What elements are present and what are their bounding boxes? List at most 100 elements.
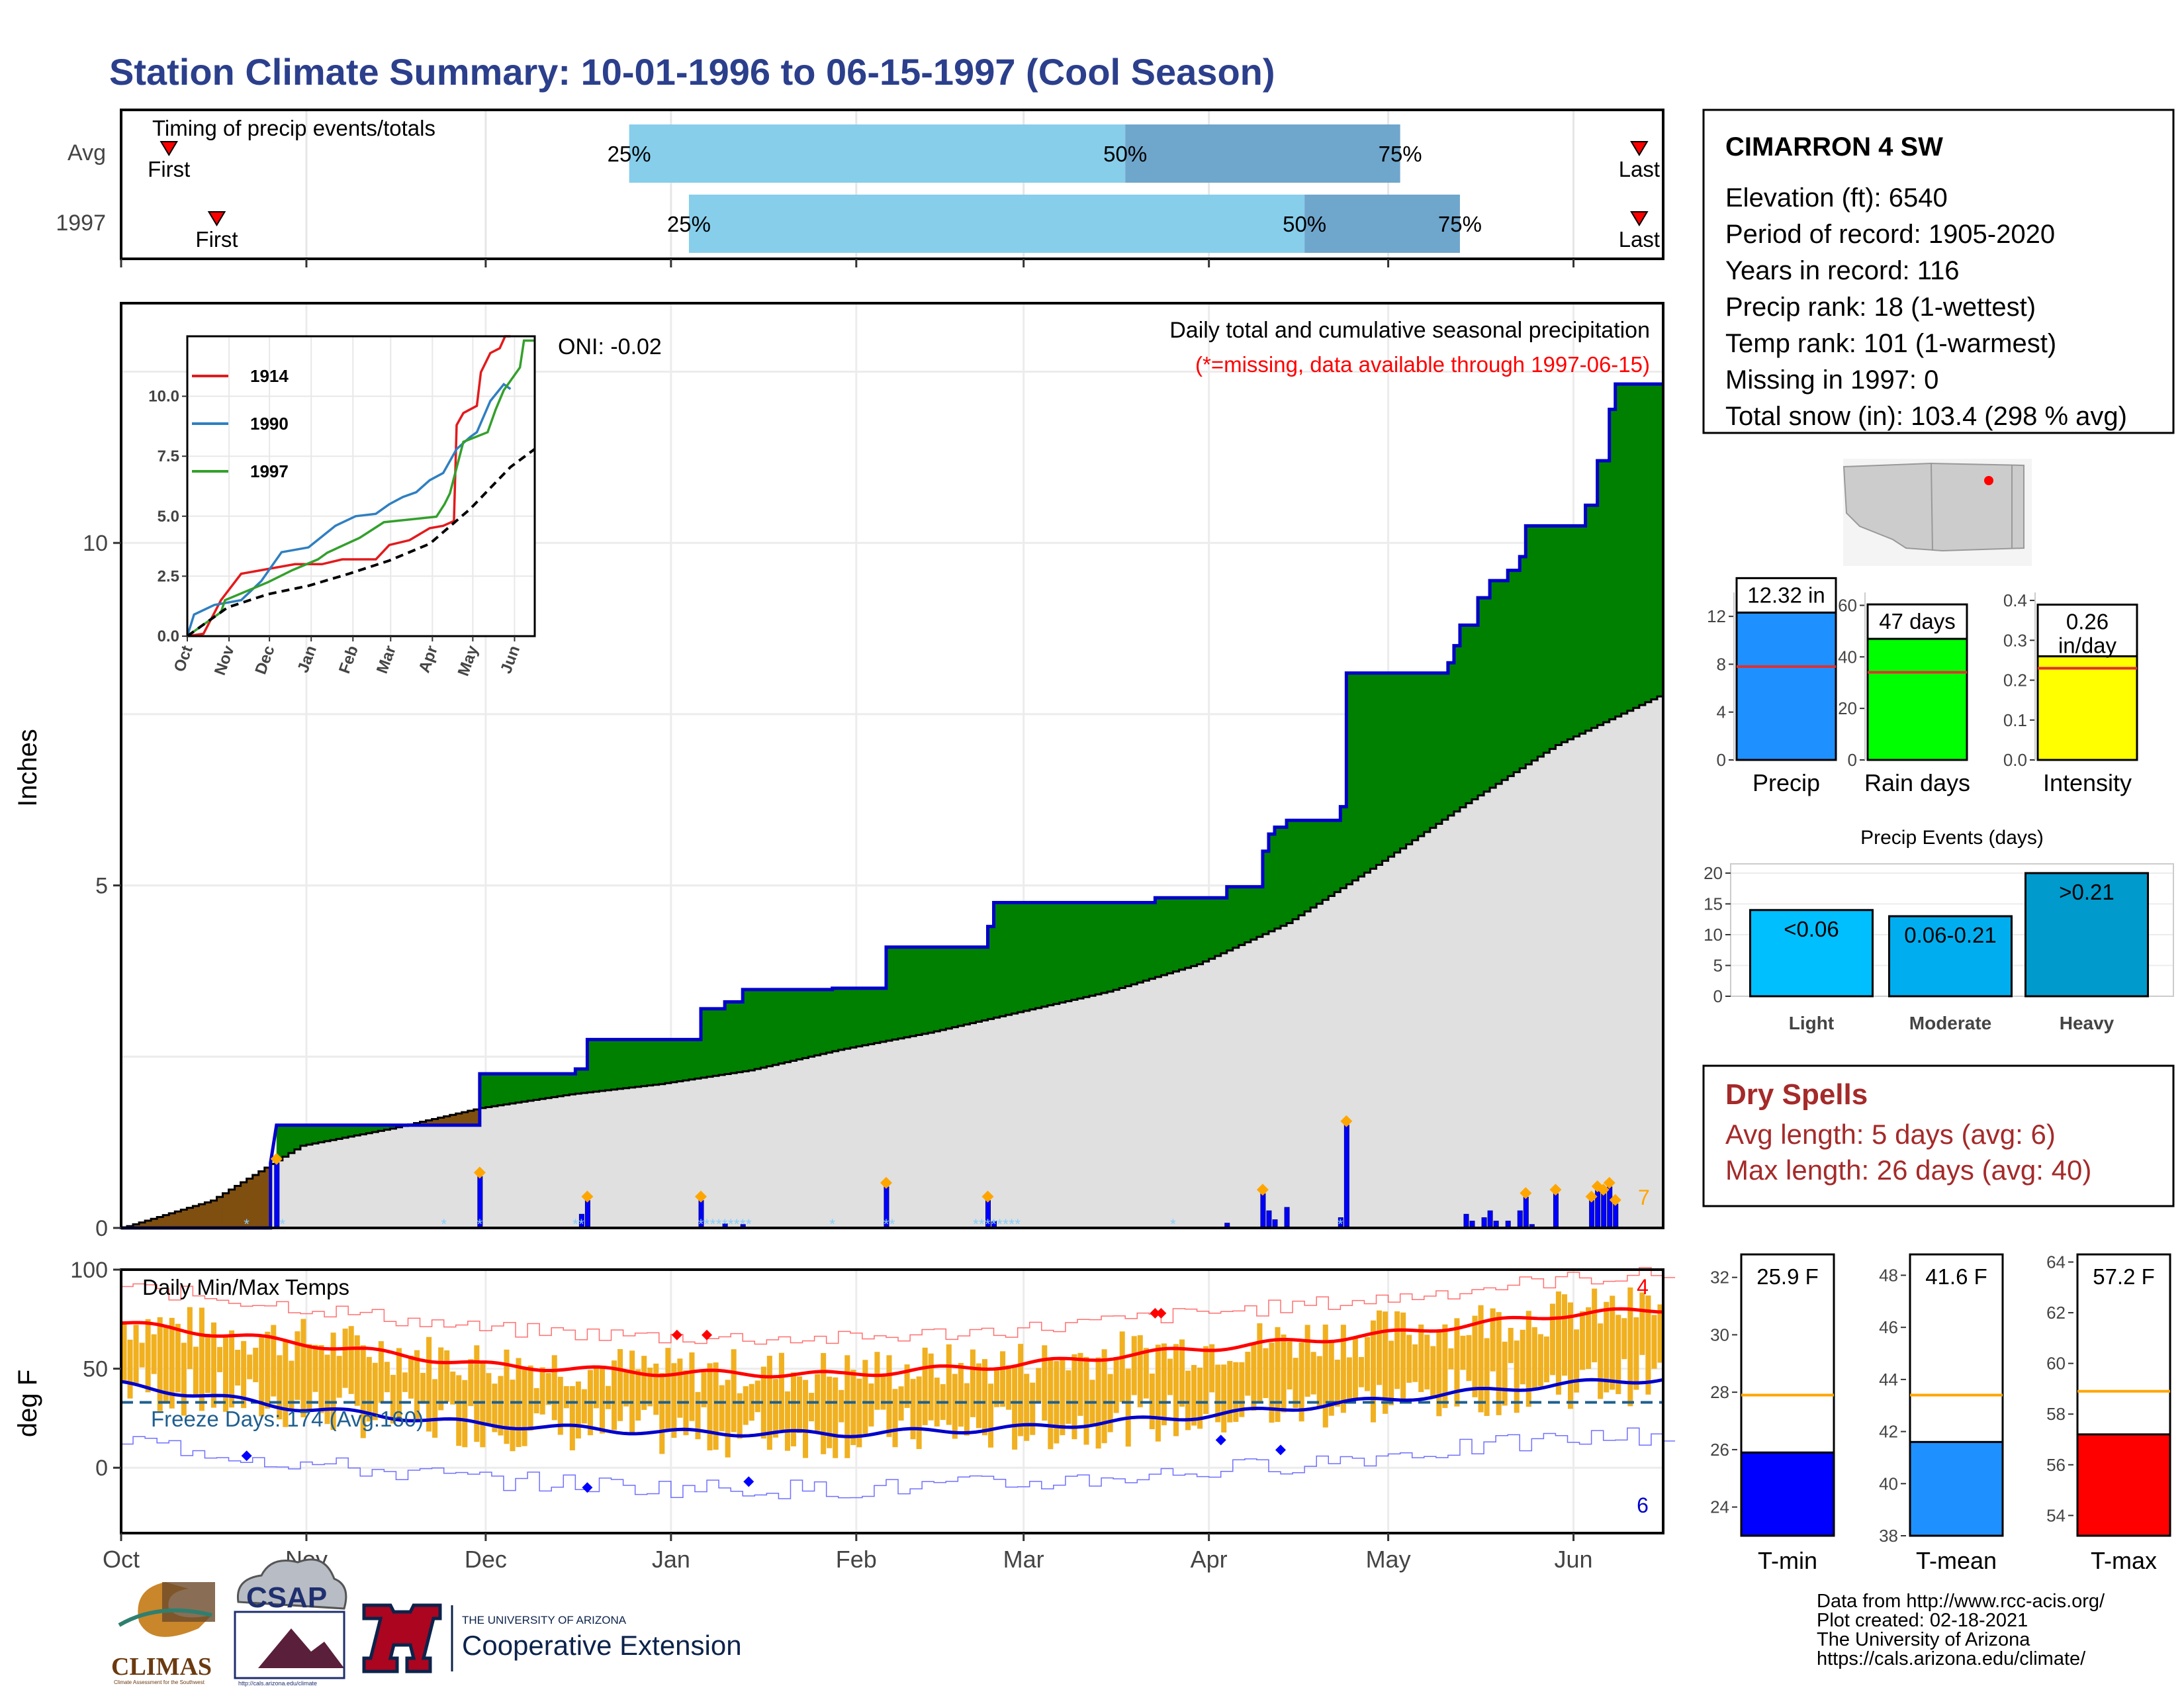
timing-last-marker xyxy=(1630,141,1649,156)
events-y-tick-label: 20 xyxy=(1704,863,1723,883)
daily-temp-bar xyxy=(557,1376,563,1435)
month-x-tick-label: Feb xyxy=(836,1546,877,1573)
deficit-fill xyxy=(473,1109,480,1125)
daily-temp-bar xyxy=(1113,1357,1119,1413)
surplus-fill xyxy=(814,989,821,1056)
events-bar-label: <0.06 xyxy=(1784,917,1839,941)
daily-temp-bar xyxy=(1568,1302,1574,1409)
surplus-fill xyxy=(1465,625,1473,804)
station-precip-rank: Precip rank: 18 (1-wettest) xyxy=(1725,293,2036,322)
surplus-fill xyxy=(1167,898,1174,974)
missing-day-marker: * xyxy=(979,1216,985,1233)
surplus-fill xyxy=(1400,673,1407,849)
page-title: Station Climate Summary: 10-01-1996 to 0… xyxy=(109,51,1275,93)
daily-temp-bar xyxy=(1383,1311,1388,1414)
inset-x-tick-label: Jun xyxy=(497,643,523,676)
daily-temp-bar xyxy=(593,1365,599,1409)
missing-day-marker: * xyxy=(441,1216,447,1233)
daily-temp-bar xyxy=(283,1340,289,1427)
temp-y-tick-label: 100 xyxy=(70,1258,108,1283)
daily-temp-bar xyxy=(342,1329,348,1388)
daily-temp-bar xyxy=(426,1336,432,1432)
dry-spells-title: Dry Spells xyxy=(1725,1078,1868,1111)
deficit-fill xyxy=(205,1202,212,1228)
surplus-fill xyxy=(802,989,809,1058)
deficit-fill xyxy=(199,1204,206,1228)
surplus-fill xyxy=(1591,505,1598,728)
surplus-fill xyxy=(348,1125,355,1137)
daily-temp-bar xyxy=(235,1350,241,1386)
daily-temp-bar xyxy=(121,1321,127,1382)
temp-frame xyxy=(120,1268,1664,1534)
surplus-fill xyxy=(1083,902,1090,998)
surplus-fill xyxy=(593,1039,600,1092)
timing-bar-50-75 xyxy=(1125,124,1400,183)
daily-temp-bar xyxy=(731,1349,737,1432)
daily-temp-bar xyxy=(1430,1346,1436,1399)
heavy-event-marker xyxy=(1340,1115,1353,1127)
surplus-fill xyxy=(318,1125,325,1143)
daily-temp-bar xyxy=(641,1356,647,1410)
station-period: Period of record: 1905-2020 xyxy=(1725,220,2055,249)
deficit-fill xyxy=(139,1222,146,1228)
temp-summary-y-tick-label: 58 xyxy=(2046,1404,2066,1424)
daily-temp-bar xyxy=(1352,1337,1358,1400)
daily-temp-bar xyxy=(1586,1307,1592,1369)
temp-summary-y-tick-label: 30 xyxy=(1710,1325,1729,1344)
summary-y-tick-label: 20 xyxy=(1838,698,1857,718)
surplus-fill xyxy=(1555,526,1563,745)
summary-value-box-intensity xyxy=(2036,603,2138,657)
daily-temp-bar xyxy=(797,1376,803,1433)
footer-url: https://cals.arizona.edu/climate/ xyxy=(1817,1648,2086,1669)
surplus-fill xyxy=(993,902,1001,1018)
daily-temp-bar xyxy=(456,1375,462,1446)
daily-temp-bar xyxy=(987,1383,994,1448)
timing-row-avg-label: Avg xyxy=(68,140,106,165)
inset-y-tick-label: 5.0 xyxy=(158,508,179,526)
daily-temp-bar xyxy=(1610,1295,1615,1390)
surplus-fill xyxy=(1179,898,1186,970)
deficit-fill xyxy=(437,1117,445,1125)
missing-day-marker: * xyxy=(884,1216,889,1233)
temp-summary-y-tick-label: 46 xyxy=(1879,1317,1898,1337)
heavy-event-marker xyxy=(695,1190,707,1203)
daily-temp-bar xyxy=(348,1326,354,1394)
surplus-fill xyxy=(892,947,899,1040)
daily-temp-bar xyxy=(1042,1345,1048,1421)
climas-logo-text: CLIMAS xyxy=(111,1653,212,1681)
daily-temp-bar xyxy=(647,1367,653,1407)
summary-value-label-intensity: 0.26 xyxy=(2066,609,2109,633)
daily-temp-bar xyxy=(1531,1327,1537,1388)
month-x-tick-label: Apr xyxy=(1191,1546,1228,1573)
daily-temp-bar xyxy=(187,1307,193,1370)
deficit-fill xyxy=(426,1120,433,1125)
heavy-event-marker xyxy=(1603,1176,1615,1189)
daily-temp-bar xyxy=(833,1377,839,1458)
daily-temp-bar xyxy=(1478,1305,1484,1413)
daily-temp-bar xyxy=(330,1333,336,1430)
daily-temp-bar xyxy=(306,1344,312,1409)
heavy-event-marker xyxy=(1520,1187,1532,1199)
deficit-fill xyxy=(467,1111,475,1125)
daily-temp-bar xyxy=(1484,1338,1490,1417)
daily-temp-bar xyxy=(1066,1370,1071,1424)
events-bar-moderate xyxy=(1888,915,2013,998)
deficit-fill xyxy=(151,1219,158,1228)
inset-y-tick-label: 2.5 xyxy=(158,567,179,585)
surplus-fill xyxy=(976,947,983,1022)
daily-precip-bar xyxy=(1601,1193,1607,1229)
surplus-fill xyxy=(725,1002,731,1074)
station-name: CIMARRON 4 SW xyxy=(1725,132,1943,162)
timing-bar-25-50 xyxy=(629,124,1126,183)
surplus-fill xyxy=(629,1039,636,1088)
surplus-fill xyxy=(1394,673,1401,853)
daily-temp-bar xyxy=(707,1363,713,1451)
surplus-fill xyxy=(372,1125,379,1133)
daily-temp-bar xyxy=(1131,1336,1137,1395)
surplus-fill xyxy=(1441,673,1449,820)
surplus-fill xyxy=(1508,570,1514,776)
record-max-marker xyxy=(702,1329,713,1340)
surplus-fill xyxy=(1238,886,1246,945)
timing-bar-50-75 xyxy=(1304,195,1460,253)
daily-temp-bar xyxy=(408,1356,414,1399)
